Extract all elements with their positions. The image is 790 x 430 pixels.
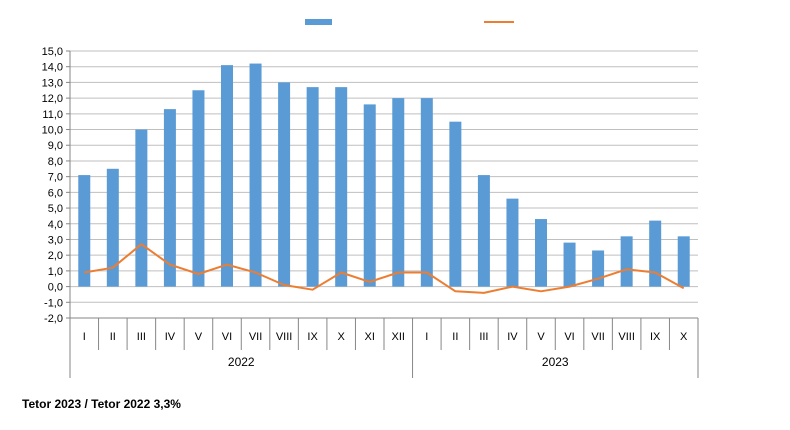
bar xyxy=(135,129,148,287)
x-tick-label: VII xyxy=(249,331,262,343)
x-tick-label: IV xyxy=(507,331,518,343)
x-tick-label: VIII xyxy=(618,331,635,343)
bar xyxy=(306,87,319,287)
x-tick-label: VIII xyxy=(276,331,293,343)
bar xyxy=(420,98,433,287)
y-tick-label: 3,0 xyxy=(48,234,63,246)
bar xyxy=(392,98,405,287)
y-tick-label: 12,0 xyxy=(42,93,63,105)
y-tick-label: 5,0 xyxy=(48,203,63,215)
x-tick-label: IV xyxy=(165,331,176,343)
x-tick-label: IX xyxy=(650,331,661,343)
y-tick-label: -1,0 xyxy=(44,297,63,309)
y-tick-label: 8,0 xyxy=(48,156,63,168)
x-tick-label: XII xyxy=(392,331,405,343)
x-tick-label: III xyxy=(479,331,488,343)
y-tick-label: 10,0 xyxy=(42,125,63,137)
bar xyxy=(363,104,376,287)
group-label: 2023 xyxy=(542,355,569,369)
bar xyxy=(163,109,176,287)
y-tick-label: 15,0 xyxy=(42,46,63,58)
y-tick-label: 6,0 xyxy=(48,187,63,199)
bar xyxy=(535,219,547,287)
y-tick-label: 7,0 xyxy=(48,172,63,184)
x-tick-label: X xyxy=(680,331,688,343)
x-tick-label: I xyxy=(425,331,428,343)
y-tick-label: 4,0 xyxy=(48,219,63,231)
x-tick-label: IX xyxy=(307,331,318,343)
bar xyxy=(78,175,91,287)
x-tick-label: III xyxy=(137,331,146,343)
legend-bar-key xyxy=(305,19,332,25)
bar xyxy=(278,82,291,287)
bar xyxy=(563,242,576,287)
y-tick-label: 1,0 xyxy=(48,266,63,278)
y-tick-label: -2,0 xyxy=(44,313,63,325)
x-tick-label: V xyxy=(195,331,203,343)
bar xyxy=(249,63,262,287)
group-label: 2022 xyxy=(228,355,255,369)
line-series xyxy=(84,243,685,294)
bar xyxy=(592,250,605,287)
bar xyxy=(221,65,233,287)
y-tick-label: 2,0 xyxy=(48,250,63,262)
x-tick-label: II xyxy=(452,331,458,343)
y-tick-label: 9,0 xyxy=(48,140,63,152)
bar xyxy=(620,236,633,287)
x-tick-label: VII xyxy=(591,331,604,343)
bar xyxy=(506,198,519,287)
y-tick-label: 11,0 xyxy=(42,109,63,121)
footnote: Tetor 2023 / Tetor 2022 3,3% xyxy=(22,397,181,411)
x-tick-label: VI xyxy=(222,331,232,343)
x-tick-label: VI xyxy=(564,331,574,343)
y-tick-label: 13,0 xyxy=(42,77,63,89)
bar xyxy=(106,168,119,287)
bar xyxy=(649,220,662,287)
y-tick-label: 14,0 xyxy=(42,62,63,74)
x-tick-label: II xyxy=(110,331,116,343)
x-tick-label: X xyxy=(338,331,346,343)
bar xyxy=(335,87,348,287)
bar xyxy=(677,236,690,287)
x-tick-label: I xyxy=(83,331,86,343)
bar xyxy=(477,175,490,287)
x-tick-label: V xyxy=(537,331,545,343)
x-tick-label: XI xyxy=(365,331,375,343)
bar xyxy=(192,90,205,287)
chart: -2,0 -1,0 0,0 1,0 2,0 3,0 4,0 5,0 6,0 7,0 8,0 9,0 10… xyxy=(42,19,699,378)
bar xyxy=(449,121,462,287)
y-tick-label: 0,0 xyxy=(48,282,63,294)
